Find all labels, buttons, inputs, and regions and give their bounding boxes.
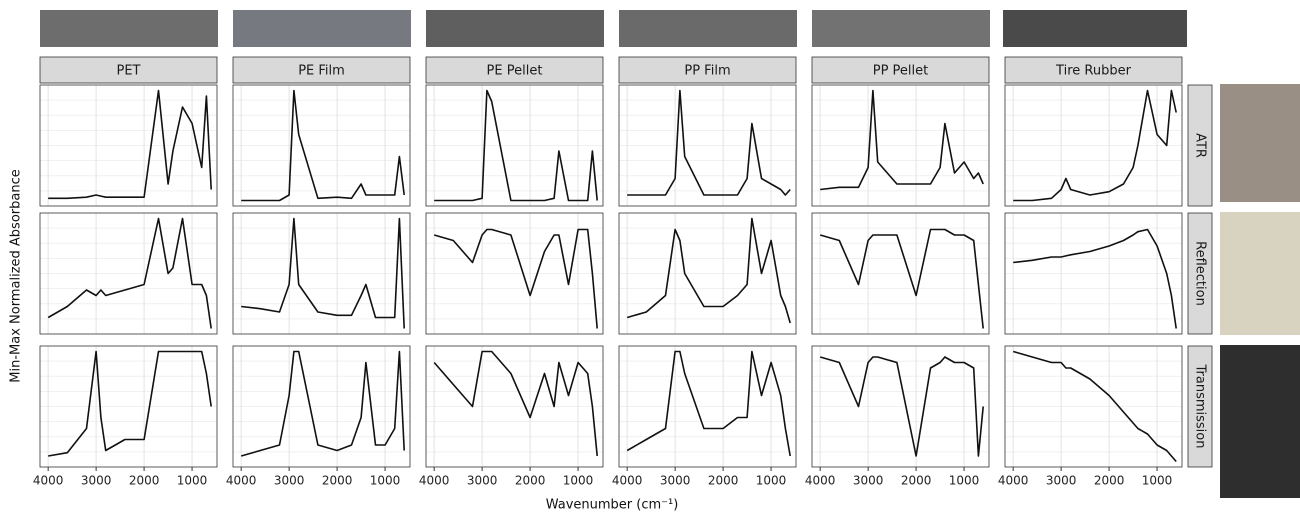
x-tick-label: 3000 (1046, 474, 1077, 488)
column-label: PE Pellet (487, 64, 543, 79)
spectrum-line (47, 217, 212, 329)
photo (812, 10, 990, 47)
x-tick-label: 2000 (1094, 474, 1125, 488)
x-tick-label: 4000 (998, 474, 1029, 488)
photo (426, 10, 604, 47)
x-tick-label: 3000 (660, 474, 691, 488)
x-tick-label: 3000 (467, 474, 498, 488)
spectrum-line (240, 350, 405, 457)
panel-border (39, 84, 218, 207)
spectrum-line (626, 217, 791, 324)
spectrum-line (627, 89, 791, 196)
spectrum-line (820, 89, 984, 191)
panel-border (1004, 345, 1183, 468)
x-tick-label: 4000 (612, 474, 643, 488)
panel-border (232, 84, 411, 207)
spectrum-line (1012, 350, 1177, 463)
spectrum-line (241, 89, 405, 202)
spectrum-line (1013, 228, 1177, 329)
spectrum-line (819, 228, 984, 329)
row-label: Reflection (1193, 241, 1208, 306)
x-tick-label: 3000 (853, 474, 884, 488)
x-tick-label: 4000 (805, 474, 836, 488)
x-tick-label: 3000 (81, 474, 112, 488)
spectrum-line (819, 356, 984, 457)
panel-border (232, 212, 411, 335)
column-label: Tire Rubber (1055, 64, 1132, 79)
spectrum-line (1013, 89, 1177, 202)
panel-border (618, 345, 797, 468)
x-tick-label: 1000 (563, 474, 594, 488)
strip (425, 56, 604, 84)
strip (1187, 345, 1213, 468)
x-tick-label: 2000 (129, 474, 160, 488)
row-label: ATR (1193, 133, 1208, 158)
photo (619, 10, 797, 47)
panel-border (811, 345, 990, 468)
panel-border (811, 84, 990, 207)
x-tick-label: 4000 (226, 474, 257, 488)
photo (1220, 84, 1300, 202)
column-label: PET (117, 64, 141, 79)
x-tick-label: 1000 (756, 474, 787, 488)
strip (1187, 212, 1213, 335)
x-tick-label: 4000 (419, 474, 450, 488)
column-label: PE Film (298, 64, 345, 79)
panel-border (618, 212, 797, 335)
x-tick-label: 4000 (33, 474, 64, 488)
strip (1187, 84, 1213, 207)
spectrum-line (434, 89, 598, 202)
spectrum-line (241, 217, 405, 329)
x-tick-label: 2000 (322, 474, 353, 488)
panel-border (39, 345, 218, 468)
x-tick-label: 2000 (901, 474, 932, 488)
x-tick-label: 2000 (515, 474, 546, 488)
photo (1220, 212, 1300, 335)
spectrum-line (48, 89, 212, 200)
y-axis-title: Min-Max Normalized Absorbance (9, 169, 24, 382)
panel-border (1004, 84, 1183, 207)
photo (233, 10, 411, 47)
panel-border (1004, 212, 1183, 335)
panel-border (811, 212, 990, 335)
spectrum-line (433, 350, 598, 457)
spectrum-line (626, 350, 791, 457)
x-tick-label: 1000 (370, 474, 401, 488)
row-label: Transmission (1193, 364, 1208, 449)
spectrum-line (48, 350, 212, 457)
strip (1004, 56, 1183, 84)
panel-border (232, 345, 411, 468)
column-label: PP Pellet (873, 64, 929, 79)
x-tick-label: 2000 (708, 474, 739, 488)
strip (811, 56, 990, 84)
x-tick-label: 1000 (1142, 474, 1173, 488)
panel-border (425, 84, 604, 207)
panel-border (425, 345, 604, 468)
x-tick-label: 3000 (274, 474, 305, 488)
photo (40, 10, 218, 47)
x-tick-label: 1000 (177, 474, 208, 488)
photo (1003, 10, 1187, 47)
spectrum-line (433, 228, 598, 329)
strip (39, 56, 218, 84)
x-axis-title: Wavenumber (cm⁻¹) (546, 498, 679, 513)
sample-photos (40, 10, 1300, 498)
strip (618, 56, 797, 84)
strip (232, 56, 411, 84)
panel-border (618, 84, 797, 207)
photo (1220, 345, 1300, 498)
x-tick-label: 1000 (949, 474, 980, 488)
panel-border (425, 212, 604, 335)
column-label: PP Film (684, 64, 730, 79)
panel-border (39, 212, 218, 335)
